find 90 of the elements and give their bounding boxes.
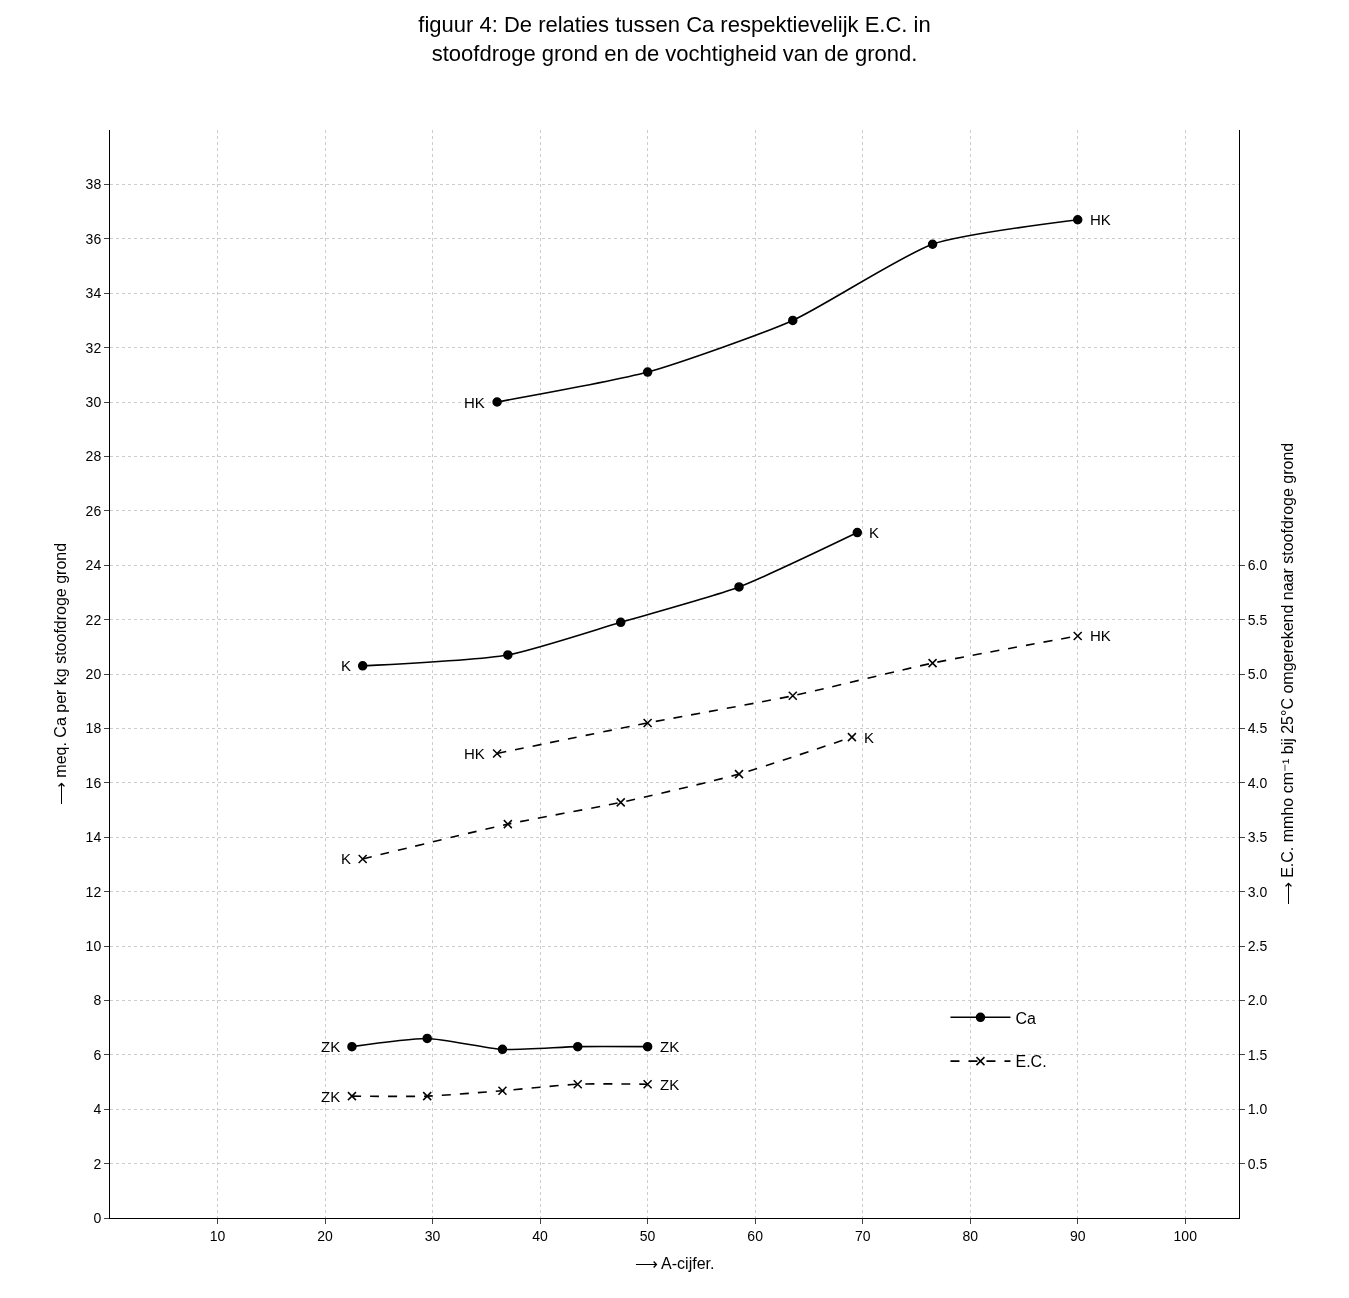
x-tick-label: 90 — [1069, 1227, 1086, 1244]
point — [927, 658, 938, 668]
chart-title: figuur 4: De relaties tussen Ca respektievelijk E.C. in stoofdroge grond en de vochtigheid van de grond. — [418, 12, 931, 67]
point — [357, 661, 368, 671]
x-tick-label: 10 — [209, 1227, 226, 1244]
y2-tick-label: 2.0 — [1247, 992, 1268, 1009]
y-tick-label: 10 — [85, 937, 102, 954]
y2-tick-label: 1.0 — [1247, 1101, 1268, 1118]
y2-tick-label: 6.0 — [1247, 557, 1268, 574]
y2-axis-title: ⟶ E.C. mmho cm⁻¹ bij 25°C omgerekend naar stoofdroge grond — [1279, 442, 1297, 906]
y2-tick-label: 3.0 — [1247, 883, 1268, 900]
y-tick-label: 28 — [85, 448, 102, 465]
y-tick-label: 22 — [85, 611, 102, 628]
y2-tick-label: 5.5 — [1247, 611, 1268, 628]
annotation: K — [864, 729, 875, 746]
y-tick-label: 2 — [93, 1155, 102, 1172]
annotation: ZK — [660, 1038, 680, 1055]
point — [642, 1079, 653, 1089]
annotation: ZK — [660, 1076, 680, 1093]
y-tick-label: 18 — [85, 720, 102, 737]
point — [572, 1079, 583, 1089]
point — [503, 650, 513, 660]
y2-tick-label: 3.5 — [1247, 829, 1268, 846]
y2-tick-label: 2.5 — [1247, 937, 1268, 954]
point — [1072, 215, 1083, 225]
y2-tick-label: 1.5 — [1247, 1046, 1268, 1063]
annotation: K — [341, 850, 352, 867]
point — [492, 748, 502, 759]
annotation: HK — [464, 745, 485, 762]
y-tick-label: 24 — [85, 557, 102, 574]
x-tick-label: 50 — [639, 1227, 656, 1244]
annotation: K — [869, 524, 880, 541]
y2-tick-label: 4.0 — [1247, 774, 1268, 791]
point — [788, 315, 798, 326]
x-tick-label: 60 — [747, 1227, 764, 1244]
y-tick-label: 38 — [85, 176, 102, 193]
y2-tick-label: 5.0 — [1247, 665, 1268, 682]
point — [927, 239, 938, 249]
x-tick-label: 20 — [317, 1227, 334, 1244]
point — [422, 1033, 432, 1044]
point — [847, 732, 857, 742]
y-tick-label: 32 — [85, 339, 102, 356]
x-tick-label: 30 — [424, 1227, 441, 1244]
annotation: ZK — [321, 1038, 341, 1055]
y-tick-label: 34 — [85, 285, 102, 302]
legend-label: E.C. — [1015, 1053, 1047, 1071]
point — [615, 617, 626, 628]
point — [572, 1041, 583, 1052]
point — [497, 1044, 508, 1055]
y2-tick-label: 4.5 — [1247, 720, 1268, 737]
x-tick-label: 100 — [1173, 1227, 1198, 1244]
x-tick-label: 40 — [532, 1227, 549, 1244]
point — [503, 819, 513, 829]
y-tick-label: 0 — [93, 1209, 102, 1226]
point — [422, 1091, 432, 1101]
point — [734, 582, 744, 592]
point — [357, 854, 368, 864]
y-tick-label: 8 — [93, 992, 102, 1009]
annotation: ZK — [321, 1088, 341, 1105]
point — [497, 1085, 508, 1096]
y-tick-label: 12 — [85, 883, 102, 900]
point — [788, 691, 798, 701]
y-tick-label: 14 — [85, 829, 102, 846]
point — [347, 1091, 357, 1101]
y-tick-label: 30 — [85, 393, 102, 410]
point — [347, 1041, 357, 1052]
y-tick-label: 36 — [85, 230, 102, 247]
point — [615, 797, 626, 808]
annotation: K — [341, 657, 352, 674]
y-tick-label: 16 — [85, 774, 102, 791]
x-tick-label: 70 — [854, 1227, 871, 1244]
annotation: HK — [1090, 211, 1111, 228]
y-tick-label: 6 — [93, 1046, 102, 1063]
point — [642, 718, 653, 728]
point — [1072, 631, 1083, 641]
x-axis-title: ⟶ A-cijfer. — [634, 1255, 715, 1273]
y-tick-label: 20 — [85, 665, 102, 682]
y-axis-title: ⟶ meq. Ca per kg stoofdroge grond — [51, 542, 69, 806]
y2-tick-label: 0.5 — [1247, 1155, 1268, 1172]
x-tick-label: 80 — [962, 1227, 979, 1244]
point — [492, 397, 502, 407]
annotation: HK — [464, 394, 485, 411]
point — [642, 1041, 653, 1052]
annotation: HK — [1090, 627, 1111, 644]
y-tick-label: 26 — [85, 502, 102, 519]
point — [852, 527, 863, 538]
point — [642, 367, 653, 377]
y-tick-label: 4 — [93, 1101, 102, 1118]
legend-label: Ca — [1015, 1009, 1037, 1027]
point — [734, 769, 744, 779]
